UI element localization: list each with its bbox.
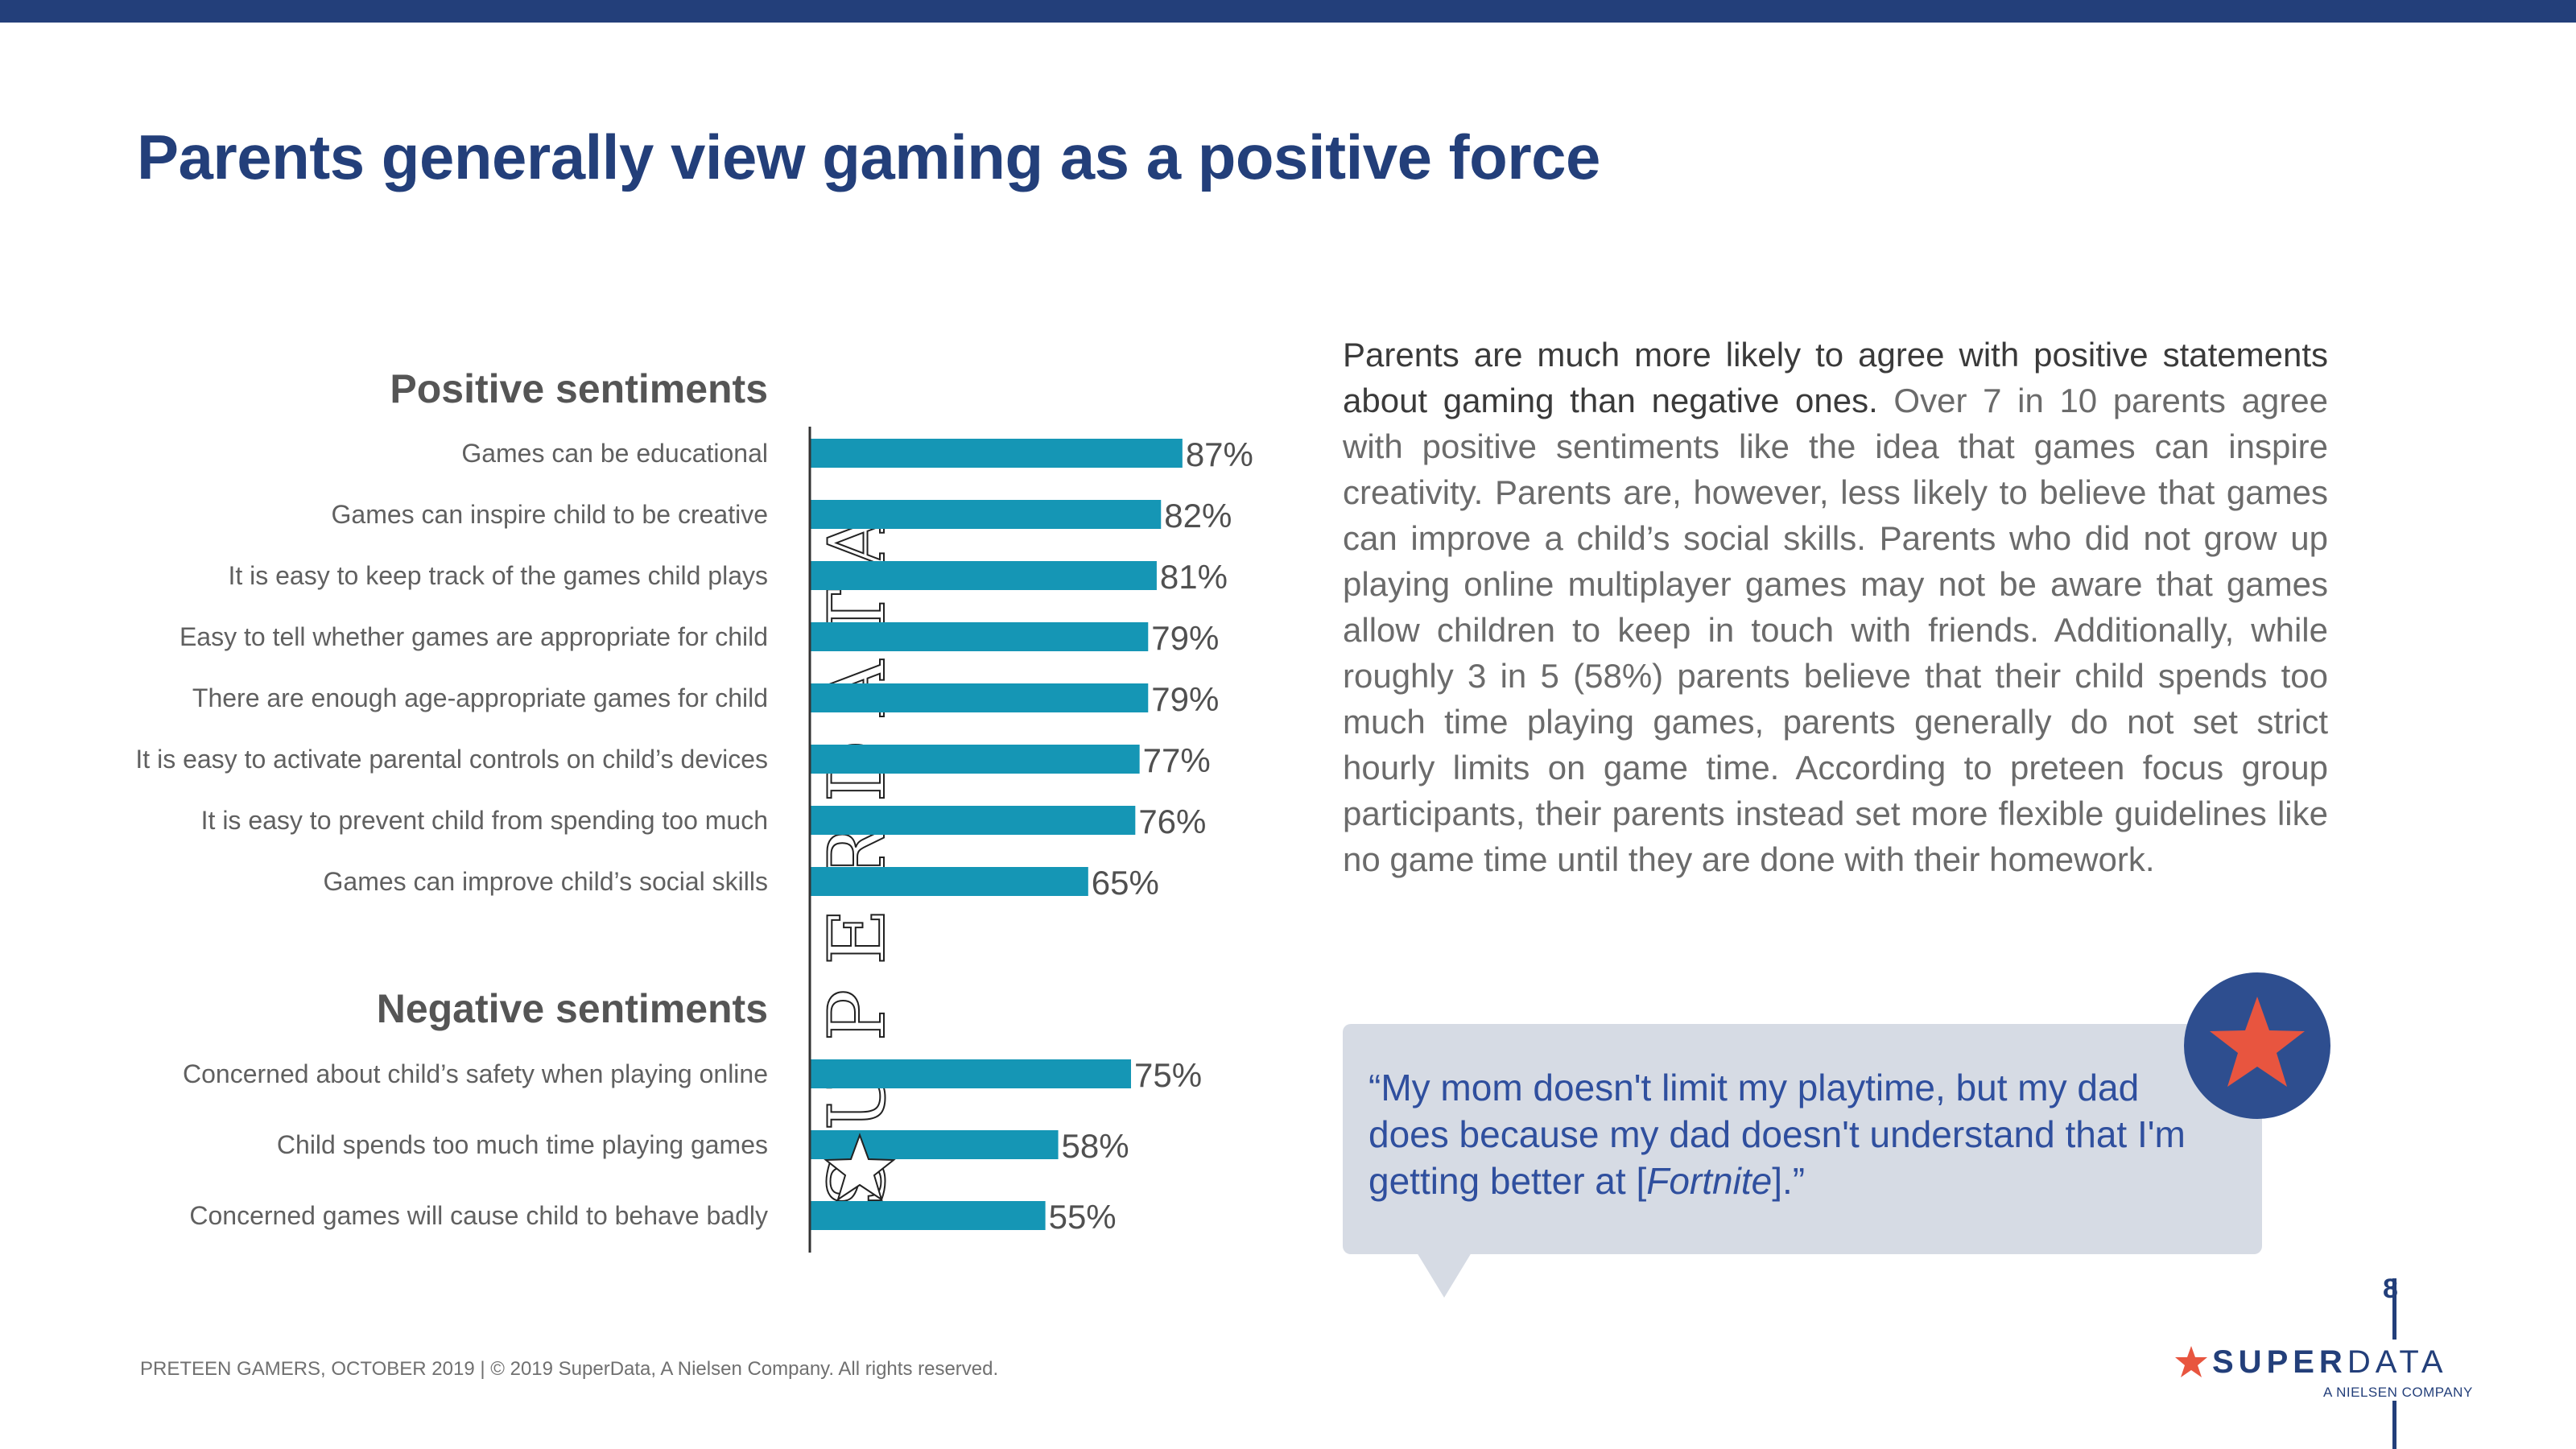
value-label: 82% (1164, 497, 1232, 535)
positive-sentiments-title: Positive sentiments (390, 366, 768, 411)
summary-body: Over 7 in 10 parents agree with positive… (1343, 382, 2328, 878)
category-label: Games can be educational (461, 439, 768, 468)
summary-lead: Parents are much more likely to agree wi… (1343, 336, 2328, 419)
value-label: 87% (1186, 436, 1253, 473)
category-label: Child spends too much time playing games (277, 1130, 768, 1159)
bar (810, 1201, 1046, 1230)
logo-subtitle: A NIELSEN COMPANY (2323, 1385, 2473, 1400)
top-accent-bar (0, 0, 2576, 23)
logo-divider-top (2392, 1278, 2396, 1340)
quote-bubble (1343, 1024, 2262, 1254)
value-label: 58% (1062, 1127, 1129, 1165)
watermark-star-icon (824, 1133, 896, 1202)
category-label: Games can inspire child to be creative (332, 500, 768, 529)
value-label: 55% (1049, 1198, 1117, 1236)
quote-text-before: “My mom doesn't limit my playtime, but m… (1368, 1067, 2186, 1202)
watermark-text: SUPERDATA (812, 489, 902, 1208)
quote-emphasis: Fortnite (1646, 1160, 1773, 1202)
bar (810, 867, 1088, 896)
footer-text: PRETEEN GAMERS, OCTOBER 2019 | © 2019 Su… (140, 1358, 999, 1380)
page-title: Parents generally view gaming as a posit… (137, 122, 1600, 192)
bar (810, 500, 1162, 529)
category-label: Concerned about child’s safety when play… (183, 1059, 768, 1088)
negative-sentiments-title: Negative sentiments (377, 986, 768, 1031)
quote-text: “My mom doesn't limit my playtime, but m… (1368, 1064, 2190, 1204)
value-label: 76% (1138, 803, 1206, 840)
star-icon (2210, 997, 2305, 1087)
bar (810, 806, 1136, 835)
value-label: 81% (1160, 558, 1228, 596)
value-label: 79% (1151, 619, 1219, 657)
bar (810, 1130, 1059, 1159)
bar (810, 561, 1157, 590)
category-label: It is easy to prevent child from spendin… (201, 806, 768, 835)
bar (810, 439, 1183, 468)
logo-divider-bottom (2392, 1401, 2396, 1449)
quote-text-after: ].” (1772, 1160, 1806, 1202)
bar (810, 1059, 1131, 1088)
value-label: 65% (1092, 864, 1159, 902)
category-label: It is easy to keep track of the games ch… (228, 561, 768, 590)
bar (810, 683, 1149, 712)
star-badge (2184, 972, 2330, 1119)
category-label: Easy to tell whether games are appropria… (180, 622, 768, 651)
logo-star-icon (2175, 1346, 2207, 1377)
logo-word-super: SUPER (2212, 1344, 2347, 1380)
logo-word-data: DATA (2347, 1344, 2448, 1380)
category-label: Concerned games will cause child to beha… (189, 1201, 768, 1230)
quote-bubble-tail (1417, 1253, 1472, 1298)
summary-paragraph: Parents are much more likely to agree wi… (1343, 332, 2328, 882)
value-label: 79% (1151, 680, 1219, 718)
bar (810, 622, 1149, 651)
bar (810, 745, 1140, 774)
category-label: It is easy to activate parental controls… (135, 745, 768, 774)
value-label: 75% (1134, 1056, 1202, 1094)
superdata-logo: SUPERDATA (2174, 1344, 2448, 1381)
value-label: 77% (1143, 741, 1211, 779)
category-label: There are enough age-appropriate games f… (192, 683, 768, 712)
category-label: Games can improve child’s social skills (324, 867, 768, 896)
